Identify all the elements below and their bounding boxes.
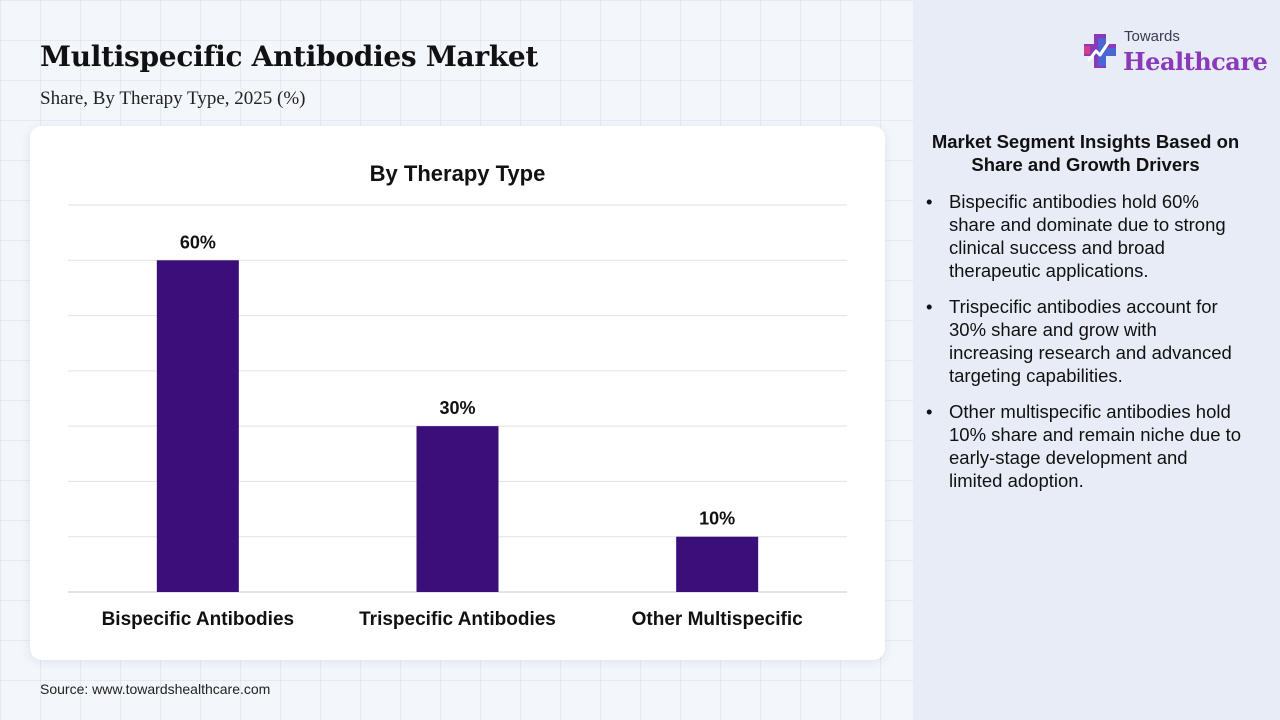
bullet-icon: • xyxy=(926,401,933,422)
insight-text: Other multispecific antibodies hold 10% … xyxy=(949,401,1242,491)
x-tick-label: Bispecific Antibodies xyxy=(102,609,295,630)
page-subtitle: Share, By Therapy Type, 2025 (%) xyxy=(40,88,306,109)
logo-text-healthcare: Healthcare xyxy=(1123,47,1268,76)
data-label: 30% xyxy=(439,398,475,418)
insight-text: Trispecific antibodies account for 30% s… xyxy=(949,296,1232,386)
x-tick-label: Other Multispecific xyxy=(632,609,803,630)
insight-item: • Bispecific antibodies hold 60% share a… xyxy=(926,190,1246,282)
source-note: Source: www.towardshealthcare.com xyxy=(40,681,271,697)
chart-title: By Therapy Type xyxy=(370,161,546,186)
insight-text: Bispecific antibodies hold 60% share and… xyxy=(949,191,1226,281)
page-title: Multispecific Antibodies Market xyxy=(40,40,539,73)
logo-text-towards: Towards xyxy=(1124,28,1180,45)
bullet-icon: • xyxy=(926,191,933,212)
data-label: 60% xyxy=(180,232,216,252)
bar-chart: By Therapy Type 60% Bispecific Antibodies 3… xyxy=(68,161,847,630)
insight-item: • Trispecific antibodies account for 30%… xyxy=(926,295,1246,387)
bar xyxy=(676,536,759,592)
bar xyxy=(156,260,239,592)
towards-healthcare-logo: Towards Healthcare xyxy=(1080,28,1268,78)
insights-list: • Bispecific antibodies hold 60% share a… xyxy=(926,190,1246,505)
insight-item: • Other multispecific antibodies hold 10… xyxy=(926,400,1246,492)
data-label: 10% xyxy=(699,509,735,529)
medical-cross-icon xyxy=(1084,34,1116,68)
left-content-area: Multispecific Antibodies Market Share, B… xyxy=(30,40,885,697)
bar xyxy=(416,426,499,592)
chart-card: By Therapy Type 60% Bispecific Antibodies 3… xyxy=(30,126,885,660)
x-tick-label: Trispecific Antibodies xyxy=(359,609,556,630)
insights-panel xyxy=(913,0,1280,720)
bullet-icon: • xyxy=(926,296,933,317)
insights-title: Market Segment Insights Based on Share a… xyxy=(931,131,1240,175)
